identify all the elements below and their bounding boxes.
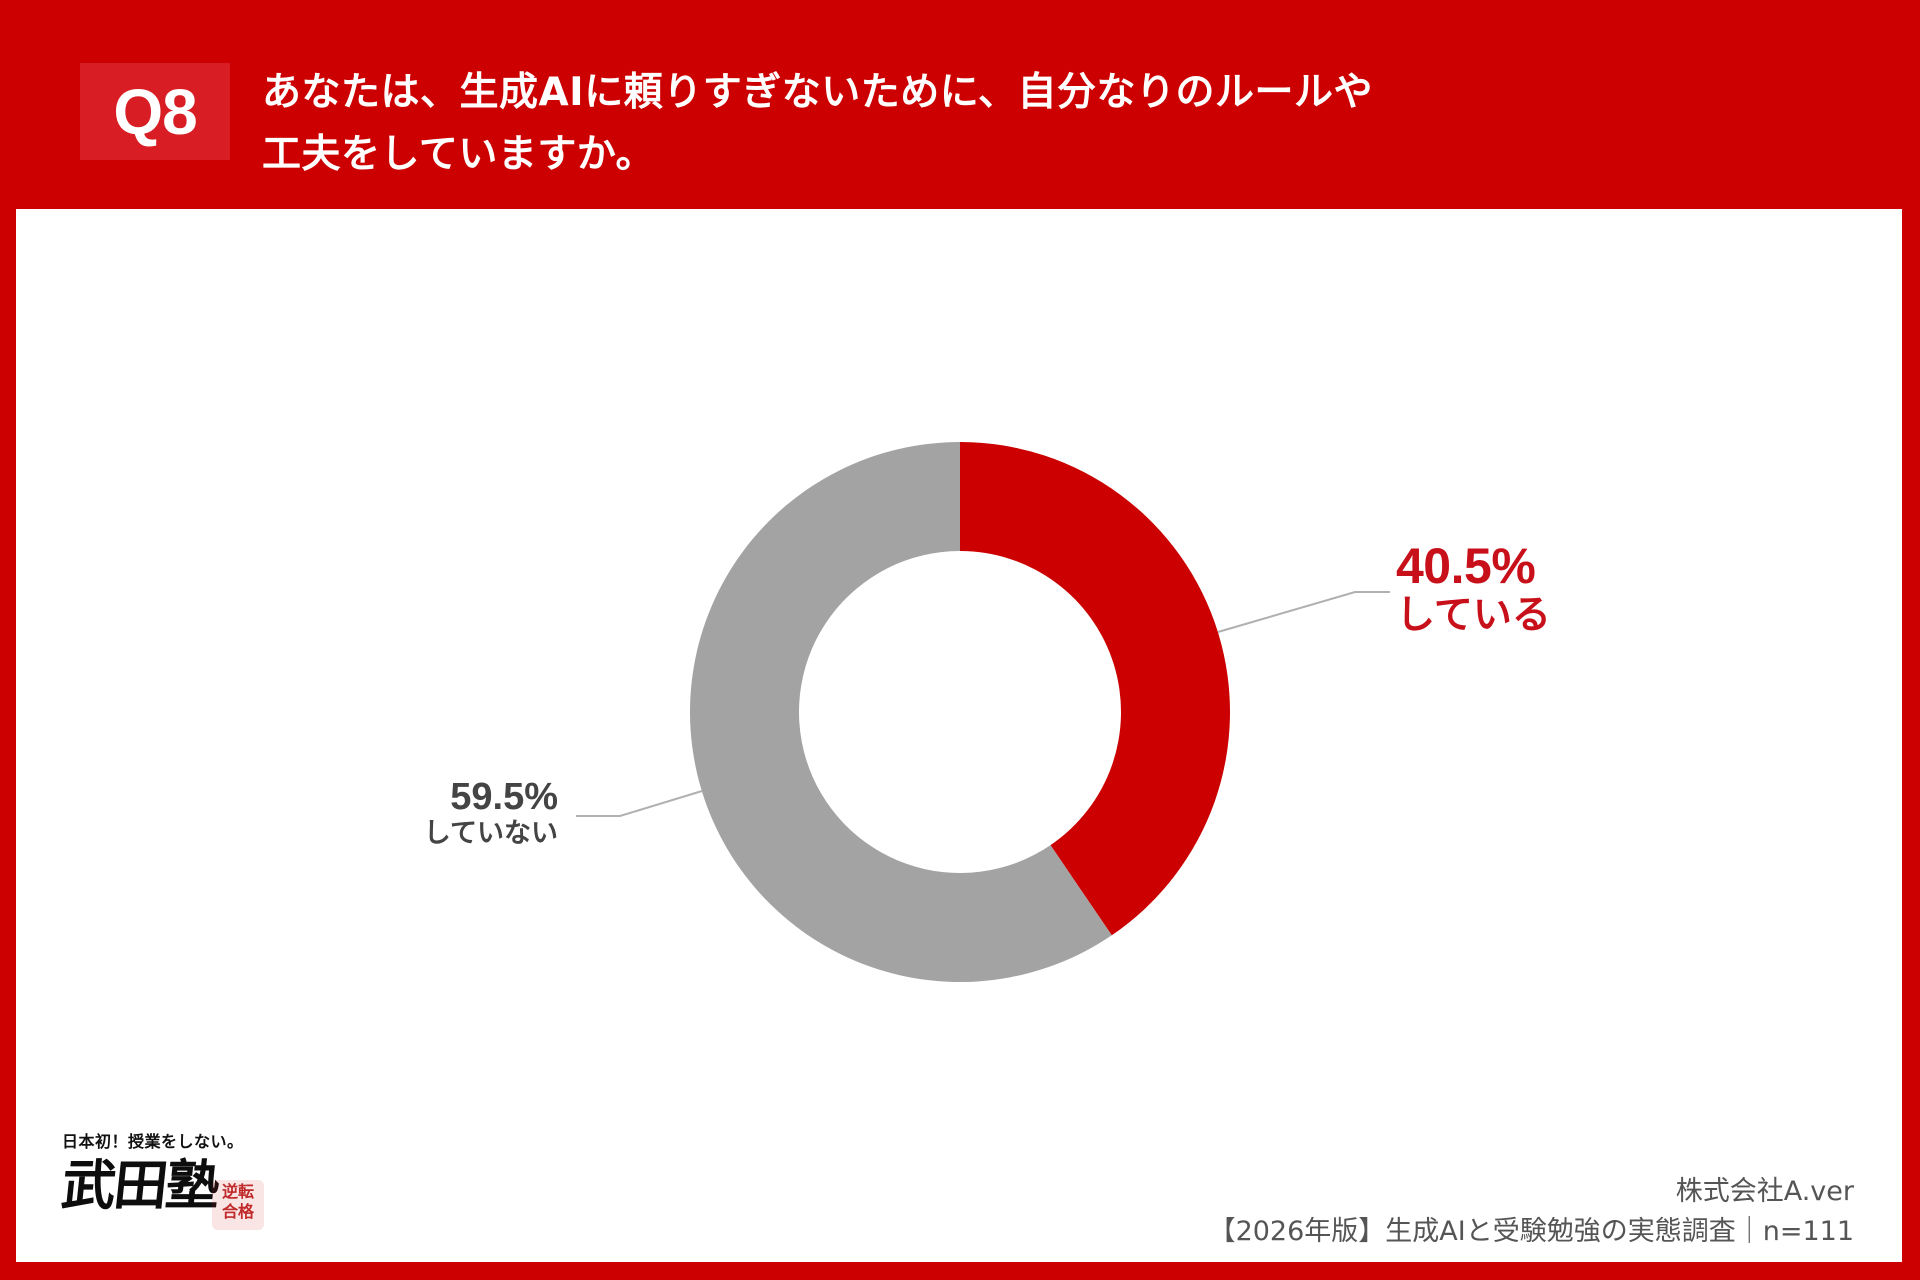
data-label-yes-value: 40.5% bbox=[1396, 538, 1536, 594]
takeda-juku-logo: 日本初！授業をしない。 武田塾 逆転 合格 bbox=[58, 1128, 292, 1248]
donut-segment-yes bbox=[960, 442, 1230, 936]
logo-stamp-line-1: 逆転 bbox=[221, 1182, 254, 1201]
logo-stamp-line-2: 合格 bbox=[221, 1202, 254, 1221]
question-title-line-2: 工夫をしていますか。 bbox=[262, 132, 656, 177]
donut-segment-no bbox=[689, 442, 1112, 983]
data-label-no-category: していない bbox=[423, 818, 558, 849]
question-number-badge: Q8 bbox=[80, 63, 230, 160]
company-name: 株式会社A.ver bbox=[1675, 1176, 1854, 1207]
question-title-line-1: あなたは、生成AIに頼りすぎないために、自分なりのルールや bbox=[262, 70, 1374, 115]
question-title: あなたは、生成AIに頼りすぎないために、自分なりのルールや 工夫をしていますか。 bbox=[262, 62, 1662, 186]
logo-stamp: 逆転 合格 bbox=[212, 1180, 264, 1230]
survey-caption: 【2026年版】生成AIと受験勉強の実態調査｜n=111 bbox=[1208, 1216, 1854, 1247]
credits: 株式会社A.ver 【2026年版】生成AIと受験勉強の実態調査｜n=111 bbox=[1209, 1172, 1854, 1252]
data-label-yes: 40.5% している bbox=[1396, 538, 1551, 638]
header: Q8 あなたは、生成AIに頼りすぎないために、自分なりのルールや 工夫をしていま… bbox=[0, 0, 1920, 208]
data-label-yes-category: している bbox=[1396, 593, 1551, 638]
donut-segments bbox=[689, 442, 1230, 983]
data-label-no-value: 59.5% bbox=[450, 776, 558, 818]
data-label-no: 59.5% していない bbox=[424, 776, 558, 850]
logo-name: 武田塾 bbox=[58, 1153, 222, 1217]
leader-line-no bbox=[576, 790, 703, 817]
leader-line-yes bbox=[1217, 591, 1390, 633]
chart-panel bbox=[16, 209, 1902, 1262]
logo-tagline: 日本初！授業をしない。 bbox=[62, 1132, 244, 1151]
